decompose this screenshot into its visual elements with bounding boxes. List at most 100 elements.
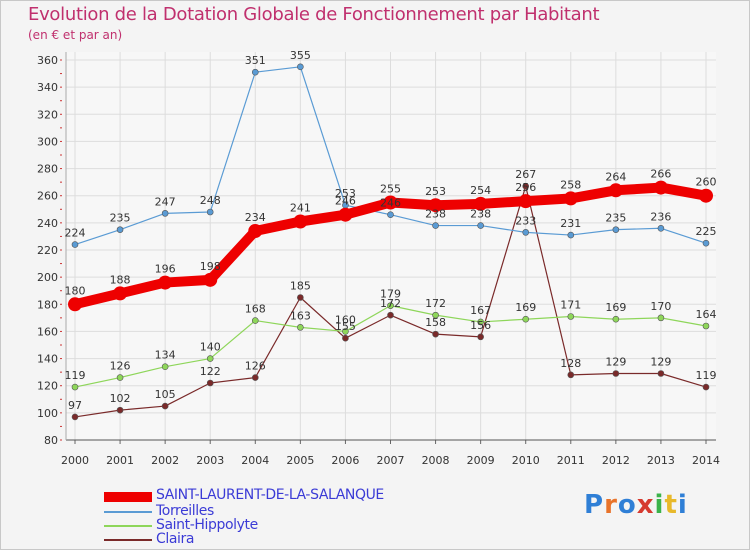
- data-point: [612, 370, 620, 377]
- data-point: [297, 294, 304, 301]
- data-label: 171: [560, 299, 581, 312]
- x-tick-label: 2003: [196, 454, 224, 467]
- data-point: [206, 379, 214, 387]
- x-tick-label: 2012: [602, 454, 630, 467]
- data-point: [567, 231, 575, 239]
- data-point: [428, 198, 443, 213]
- data-label: 255: [380, 183, 401, 196]
- data-label: 172: [425, 297, 446, 310]
- data-point: [657, 314, 665, 322]
- data-point: [567, 371, 575, 379]
- y-tick-label: 180: [37, 298, 58, 311]
- y-tick-label: 220: [37, 244, 58, 257]
- data-label: 129: [605, 356, 626, 369]
- chart-subtitle: (en € et par an): [28, 28, 123, 42]
- data-point: [251, 317, 259, 324]
- data-point: [563, 191, 578, 206]
- data-point: [473, 196, 488, 211]
- y-tick-label: 320: [37, 108, 58, 121]
- data-label: 180: [65, 284, 86, 297]
- data-label: 188: [110, 273, 131, 286]
- data-label: 102: [110, 392, 131, 405]
- x-tick-label: 2001: [106, 454, 134, 467]
- data-label: 169: [515, 301, 536, 314]
- data-label: 351: [245, 54, 266, 67]
- data-point: [612, 315, 620, 323]
- data-label: 258: [560, 178, 581, 191]
- data-point: [161, 210, 169, 217]
- data-point: [657, 224, 665, 232]
- data-label: 97: [68, 399, 82, 412]
- data-label: 163: [290, 309, 311, 322]
- data-point: [653, 180, 668, 195]
- proxiti-logo: Proxiti: [584, 490, 688, 520]
- legend-swatch: [104, 492, 152, 502]
- data-label: 260: [696, 176, 717, 189]
- logo-letter: x: [636, 490, 655, 520]
- data-point: [477, 222, 484, 229]
- data-point: [68, 297, 82, 312]
- data-label: 126: [110, 360, 131, 373]
- data-label: 158: [425, 316, 446, 329]
- data-point: [567, 313, 575, 320]
- data-label: 234: [245, 211, 266, 224]
- data-label: 231: [560, 217, 581, 230]
- legend-label: Saint-Hippolyte: [156, 517, 258, 533]
- data-label: 160: [335, 313, 356, 326]
- y-tick-label: 300: [37, 135, 58, 148]
- data-label: 122: [200, 365, 221, 378]
- data-label: 129: [650, 356, 671, 369]
- y-tick-label: 80: [44, 434, 58, 447]
- data-point: [251, 374, 259, 381]
- data-point: [387, 311, 394, 319]
- data-point: [612, 226, 620, 233]
- x-tick-label: 2008: [422, 454, 450, 467]
- data-label: 238: [470, 208, 491, 221]
- data-label: 256: [515, 181, 536, 194]
- data-label: 247: [155, 195, 176, 208]
- data-label: 170: [650, 300, 671, 313]
- legend-label: Torreilles: [156, 503, 214, 519]
- y-tick-label: 360: [37, 54, 58, 67]
- data-label: 126: [245, 360, 266, 373]
- data-point: [699, 188, 713, 203]
- x-tick-label: 2009: [467, 454, 495, 467]
- data-label: 246: [335, 195, 356, 208]
- data-point: [702, 239, 710, 247]
- data-point: [71, 241, 79, 248]
- data-point: [161, 402, 169, 410]
- legend-swatch: [104, 539, 152, 541]
- logo-letter: r: [604, 490, 618, 520]
- data-point: [702, 383, 710, 391]
- legend-swatch: [104, 525, 152, 527]
- data-label: 105: [155, 388, 176, 401]
- logo-letter: i: [654, 490, 665, 520]
- chart-title: Evolution de la Dotation Globale de Fonc…: [28, 4, 600, 25]
- data-label: 156: [470, 319, 491, 332]
- data-point: [338, 207, 353, 222]
- data-label: 248: [200, 194, 221, 207]
- data-label: 238: [425, 208, 446, 221]
- data-point: [518, 194, 533, 209]
- y-tick-label: 100: [37, 407, 58, 420]
- y-tick-label: 120: [37, 380, 58, 393]
- x-tick-label: 2011: [557, 454, 585, 467]
- data-point: [387, 302, 394, 309]
- logo-letter: t: [664, 490, 678, 520]
- data-point: [432, 222, 439, 229]
- data-label: 253: [335, 187, 356, 200]
- data-label: 267: [515, 168, 536, 181]
- data-point: [161, 363, 169, 371]
- data-point: [477, 318, 484, 326]
- x-tick-label: 2007: [377, 454, 405, 467]
- x-tick-label: 2010: [512, 454, 540, 467]
- data-point: [657, 370, 665, 377]
- x-tick-label: 2000: [61, 454, 89, 467]
- legend-label: SAINT-LAURENT-DE-LA-SALANQUE: [156, 487, 384, 503]
- y-tick-label: 340: [37, 81, 58, 94]
- data-label: 355: [290, 49, 311, 62]
- data-label: 235: [110, 212, 131, 225]
- logo-letter: P: [584, 490, 605, 520]
- data-label: 179: [380, 288, 401, 301]
- x-tick-label: 2014: [692, 454, 720, 467]
